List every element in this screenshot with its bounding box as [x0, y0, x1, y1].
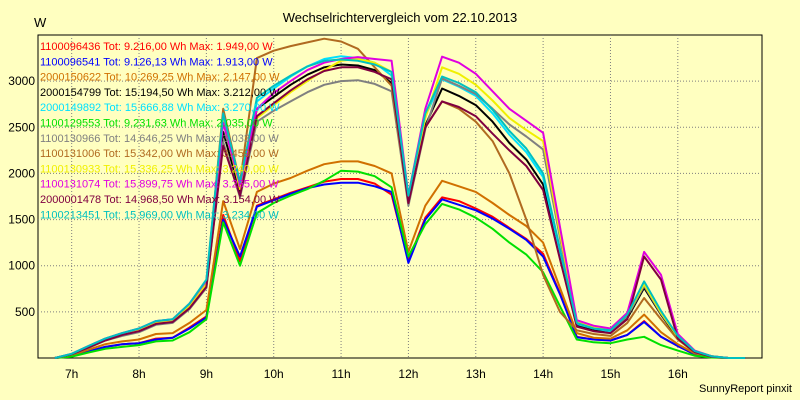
chart-title: Wechselrichtervergleich vom 22.10.2013: [282, 10, 518, 25]
x-tick-label: 11h: [331, 367, 350, 381]
legend-entry-9: 1100130933 Tot: 15.336,25 Wh Max: 3.240,…: [40, 163, 279, 175]
legend-entry-2: 1100096541 Tot: 9.126,13 Wh Max: 1.913,0…: [40, 56, 273, 68]
legend-entry-11: 2000001478 Tot: 14.968,50 Wh Max: 3.154,…: [40, 194, 280, 206]
series-line-2: [54, 181, 746, 359]
series-line-6: [54, 169, 746, 359]
legend-entry-4: 2000154799 Tot: 15.194,50 Wh Max: 3.212,…: [40, 87, 280, 99]
y-tick-label: 3000: [8, 74, 35, 88]
x-tick-label: 8h: [132, 367, 145, 381]
y-tick-label: 1000: [8, 259, 35, 273]
x-tick-label: 15h: [600, 367, 620, 381]
x-tick-label: 10h: [264, 367, 284, 381]
y-axis-unit: W: [34, 15, 47, 30]
series-line-3: [54, 160, 746, 359]
x-tick-label: 9h: [200, 367, 213, 381]
legend-entry-8: 1100131006 Tot: 15.342,00 Wh Max: 3.459,…: [40, 148, 279, 160]
series-line-12: [54, 58, 746, 359]
x-tick-label: 14h: [533, 367, 553, 381]
legend-entry-5: 2000149892 Tot: 15.666,88 Wh Max: 3.270,…: [40, 102, 280, 114]
legend-entry-1: 1100096436 Tot: 9.216,00 Wh Max: 1.949,0…: [40, 41, 273, 53]
y-tick-label: 2500: [8, 120, 35, 134]
legend-entry-12: 1100213451 Tot: 15.969,00 Wh Max: 3.234,…: [40, 209, 279, 221]
plot-frame: [37, 34, 763, 359]
footer-credit: SunnyReport pinxit: [699, 383, 792, 395]
x-tick-label: 16h: [668, 367, 688, 381]
legend-entry-10: 1100131074 Tot: 15.899,75 Wh Max: 3.265,…: [40, 179, 279, 191]
y-tick-label: 500: [15, 305, 35, 319]
x-tick-label: 12h: [398, 367, 418, 381]
y-tick-label: 2000: [8, 166, 35, 180]
legend-entry-7: 1100130966 Tot: 14.646,25 Wh Max: 3.033,…: [40, 133, 279, 145]
x-tick-label: 13h: [466, 367, 486, 381]
x-tick-label: 7h: [65, 367, 78, 381]
legend-entry-6: 1100129553 Tot: 9.231,63 Wh Max: 2.035,0…: [40, 118, 273, 130]
y-tick-label: 1500: [8, 213, 35, 227]
legend-entry-3: 2000150622 Tot: 10.269,25 Wh Max: 2.147,…: [40, 72, 280, 84]
